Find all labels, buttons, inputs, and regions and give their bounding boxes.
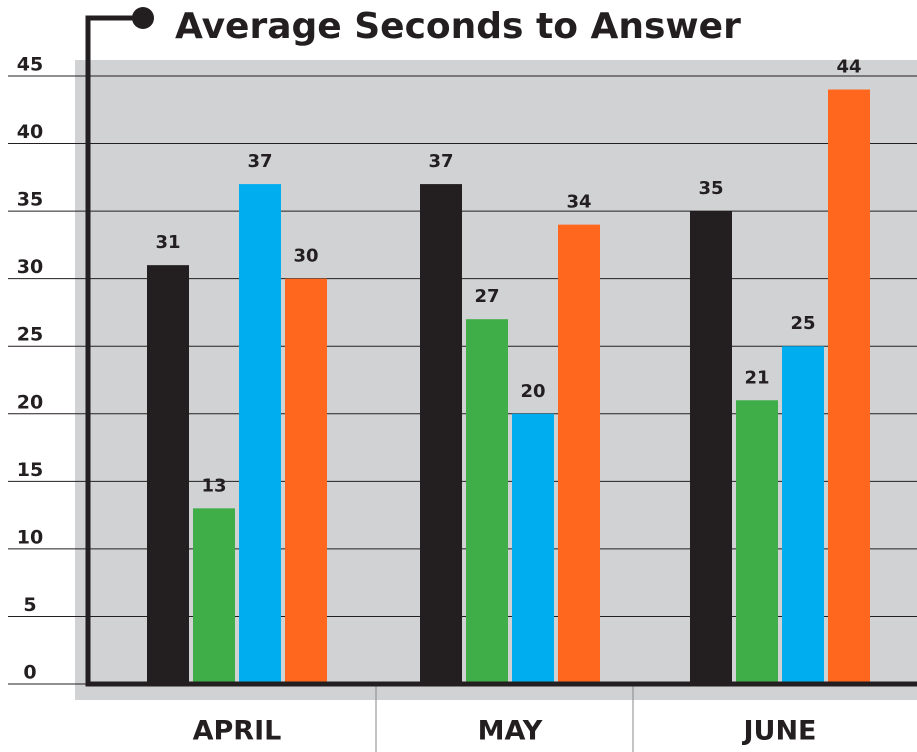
bar bbox=[147, 265, 189, 684]
bar bbox=[558, 224, 600, 684]
axis bbox=[85, 15, 917, 687]
bar bbox=[193, 508, 235, 684]
x-tick-label: APRIL bbox=[193, 716, 282, 747]
data-label: 13 bbox=[201, 475, 226, 496]
data-label: 31 bbox=[155, 232, 180, 253]
data-label: 20 bbox=[520, 381, 545, 402]
bar bbox=[736, 400, 778, 684]
y-tick-label: 20 bbox=[17, 391, 43, 413]
y-tick-label: 0 bbox=[23, 662, 36, 684]
y-tick-label: 5 bbox=[23, 594, 36, 616]
data-label: 27 bbox=[474, 286, 499, 307]
bar bbox=[285, 278, 327, 684]
data-label: 25 bbox=[790, 313, 815, 334]
data-label: 37 bbox=[428, 151, 453, 172]
bar bbox=[512, 413, 554, 684]
y-tick-label: 15 bbox=[17, 459, 43, 481]
x-tick-label: MAY bbox=[478, 716, 543, 747]
y-tick-label: 10 bbox=[17, 526, 43, 548]
bar bbox=[466, 319, 508, 684]
data-label: 21 bbox=[744, 367, 769, 388]
bar bbox=[782, 346, 824, 684]
data-label: 34 bbox=[566, 192, 591, 213]
y-tick-label: 25 bbox=[17, 324, 43, 346]
x-tick-label: JUNE bbox=[741, 716, 816, 747]
axis-dot bbox=[132, 7, 154, 29]
bar bbox=[828, 89, 870, 684]
data-label: 30 bbox=[293, 246, 318, 267]
y-tick-label: 40 bbox=[17, 121, 43, 143]
bars: 31 13 37 30 37 27 20 34 35 21 25 44 bbox=[147, 57, 870, 685]
chart-title: Average Seconds to Answer bbox=[175, 6, 741, 47]
y-tick-label: 30 bbox=[17, 256, 43, 278]
y-tick-label: 45 bbox=[17, 54, 43, 76]
data-label: 35 bbox=[698, 178, 723, 199]
bar bbox=[690, 211, 732, 684]
data-label: 44 bbox=[836, 57, 861, 78]
bar bbox=[239, 184, 281, 685]
bar bbox=[420, 184, 462, 685]
data-label: 37 bbox=[247, 151, 272, 172]
y-tick-label: 35 bbox=[17, 189, 43, 211]
